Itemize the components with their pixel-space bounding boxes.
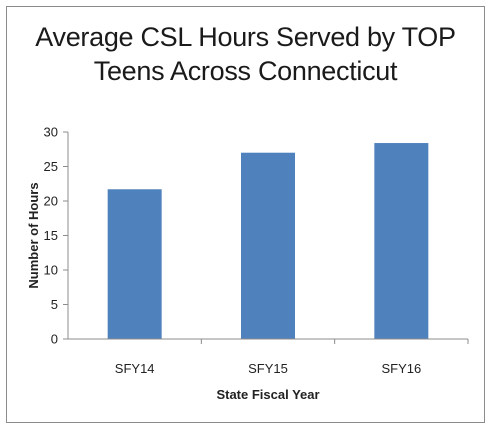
y-tick-label: 25 <box>44 159 58 174</box>
y-tick-label: 5 <box>51 297 58 312</box>
y-tick-label: 0 <box>51 332 58 347</box>
y-tick-label: 15 <box>44 228 58 243</box>
y-tick-label: 10 <box>44 263 58 278</box>
x-tick-label: SFY15 <box>248 361 288 376</box>
bar-sfy14 <box>107 189 162 339</box>
chart-title-line-2: Teens Across Connecticut <box>93 56 398 86</box>
x-axis-tick-labels: SFY14 SFY15 SFY16 <box>115 339 469 376</box>
bars <box>107 143 429 339</box>
x-axis-title: State Fiscal Year <box>216 387 319 402</box>
bar-sfy15 <box>241 152 295 339</box>
bar-sfy16 <box>374 143 429 339</box>
chart-title-line-1: Average CSL Hours Served by TOP <box>35 22 456 52</box>
y-tick-label: 30 <box>44 125 58 140</box>
y-axis-title: Number of Hours <box>26 182 41 288</box>
y-tick-label: 20 <box>44 194 58 209</box>
y-axis-ticks: 0 5 10 15 20 25 30 <box>44 125 68 347</box>
x-tick-label: SFY14 <box>115 361 155 376</box>
x-tick-label: SFY16 <box>381 361 421 376</box>
chart-title: Average CSL Hours Served by TOP Teens Ac… <box>0 20 491 88</box>
